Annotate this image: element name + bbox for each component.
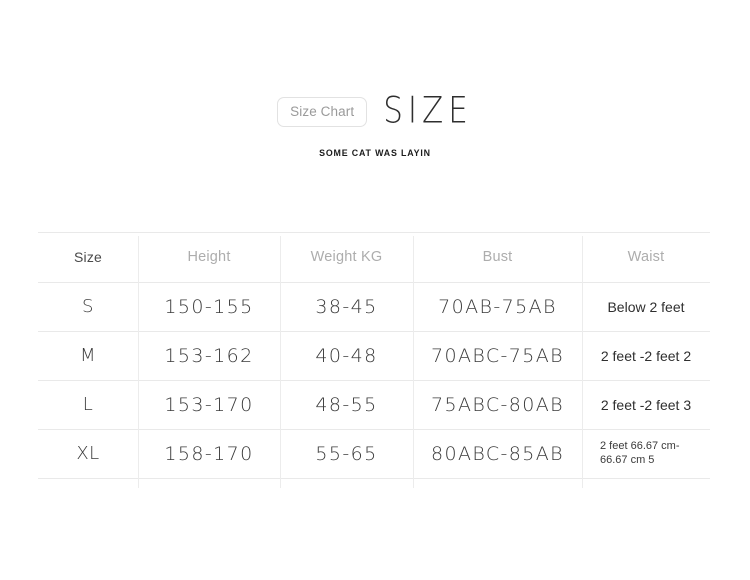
column-header-size-label: Size: [73, 249, 103, 265]
table-header-row: Size Height Weight KG Bust Waist: [38, 232, 710, 282]
cell-bust-value: 70ABC-75AB: [430, 344, 565, 367]
size-chart-table: Size Height Weight KG Bust Waist S 150-1…: [38, 232, 710, 488]
cell-weight-value: 48-55: [315, 393, 378, 416]
size-chart-header: Size Chart SIZE SOME CAT WAS LAYIN: [0, 89, 750, 159]
column-header-bust: Bust: [413, 232, 582, 282]
table-rule-3: [38, 429, 710, 430]
cell-waist: 2 feet 66.67 cm-66.67 cm 5: [582, 429, 710, 478]
table-rule-header: [38, 282, 710, 283]
table-row: XL 158-170 55-65 80ABC-85AB 2 feet 66.67…: [38, 429, 710, 478]
cell-weight: 40-48: [280, 331, 413, 380]
cell-weight: 55-65: [280, 429, 413, 478]
cell-bust-value: 70AB-75AB: [438, 295, 557, 318]
column-header-height-label: Height: [187, 249, 231, 265]
cell-bust: 70AB-75AB: [413, 282, 582, 331]
cell-height-value: 153-170: [164, 393, 254, 416]
cell-height: 150-155: [138, 282, 280, 331]
column-header-waist-label: Waist: [627, 249, 665, 265]
table-divider-1: [138, 236, 139, 488]
cell-waist: Below 2 feet: [582, 282, 710, 331]
column-header-weight: Weight KG: [280, 232, 413, 282]
page-subtitle: SOME CAT WAS LAYIN: [319, 148, 431, 159]
cell-weight-value: 40-48: [315, 344, 378, 367]
cell-height: 153-170: [138, 380, 280, 429]
cell-height-value: 158-170: [164, 442, 254, 465]
column-header-height: Height: [138, 232, 280, 282]
cell-size-value: S: [82, 296, 94, 317]
cell-size: L: [38, 380, 138, 429]
cell-height: 153-162: [138, 331, 280, 380]
size-chart-pill-label: Size Chart: [277, 96, 368, 127]
column-header-size: Size: [38, 232, 138, 282]
cell-weight: 38-45: [280, 282, 413, 331]
cell-height: 158-170: [138, 429, 280, 478]
cell-waist-value: Below 2 feet: [607, 298, 685, 315]
cell-size: S: [38, 282, 138, 331]
cell-size: M: [38, 331, 138, 380]
cell-height-value: 150-155: [164, 295, 254, 318]
cell-size-value: M: [79, 345, 97, 366]
cell-bust: 70ABC-75AB: [413, 331, 582, 380]
table-row: L 153-170 48-55 75ABC-80AB 2 feet -2 fee…: [38, 380, 710, 429]
column-header-weight-label: Weight KG: [310, 249, 383, 265]
cell-waist: 2 feet -2 feet 2: [582, 331, 710, 380]
table-rule-bottom: [38, 478, 710, 479]
table-row: S 150-155 38-45 70AB-75AB Below 2 feet: [38, 282, 710, 331]
cell-waist-value: 2 feet 66.67 cm-66.67 cm 5: [600, 439, 680, 466]
header-title-row: Size Chart SIZE: [0, 89, 750, 133]
table-divider-4: [582, 236, 583, 488]
cell-bust: 80ABC-85AB: [413, 429, 582, 478]
table-row: M 153-162 40-48 70ABC-75AB 2 feet -2 fee…: [38, 331, 710, 380]
cell-weight: 48-55: [280, 380, 413, 429]
table-rule-top: [38, 232, 710, 233]
cell-size-value: XL: [76, 443, 100, 464]
table-rule-2: [38, 380, 710, 381]
cell-size-value: L: [82, 394, 94, 415]
cell-height-value: 153-162: [164, 344, 254, 367]
table-rule-1: [38, 331, 710, 332]
cell-bust-value: 80ABC-85AB: [430, 442, 565, 465]
cell-bust: 75ABC-80AB: [413, 380, 582, 429]
cell-size: XL: [38, 429, 138, 478]
cell-waist: 2 feet -2 feet 3: [582, 380, 710, 429]
cell-weight-value: 55-65: [315, 442, 378, 465]
column-header-waist: Waist: [582, 232, 710, 282]
cell-waist-value: 2 feet -2 feet 3: [600, 396, 692, 413]
table-divider-3: [413, 236, 414, 488]
cell-bust-value: 75ABC-80AB: [430, 393, 565, 416]
table-divider-2: [280, 236, 281, 488]
column-header-bust-label: Bust: [482, 249, 513, 265]
cell-waist-value: 2 feet -2 feet 2: [600, 347, 692, 364]
page-title: SIZE: [383, 89, 473, 133]
cell-weight-value: 38-45: [315, 295, 378, 318]
